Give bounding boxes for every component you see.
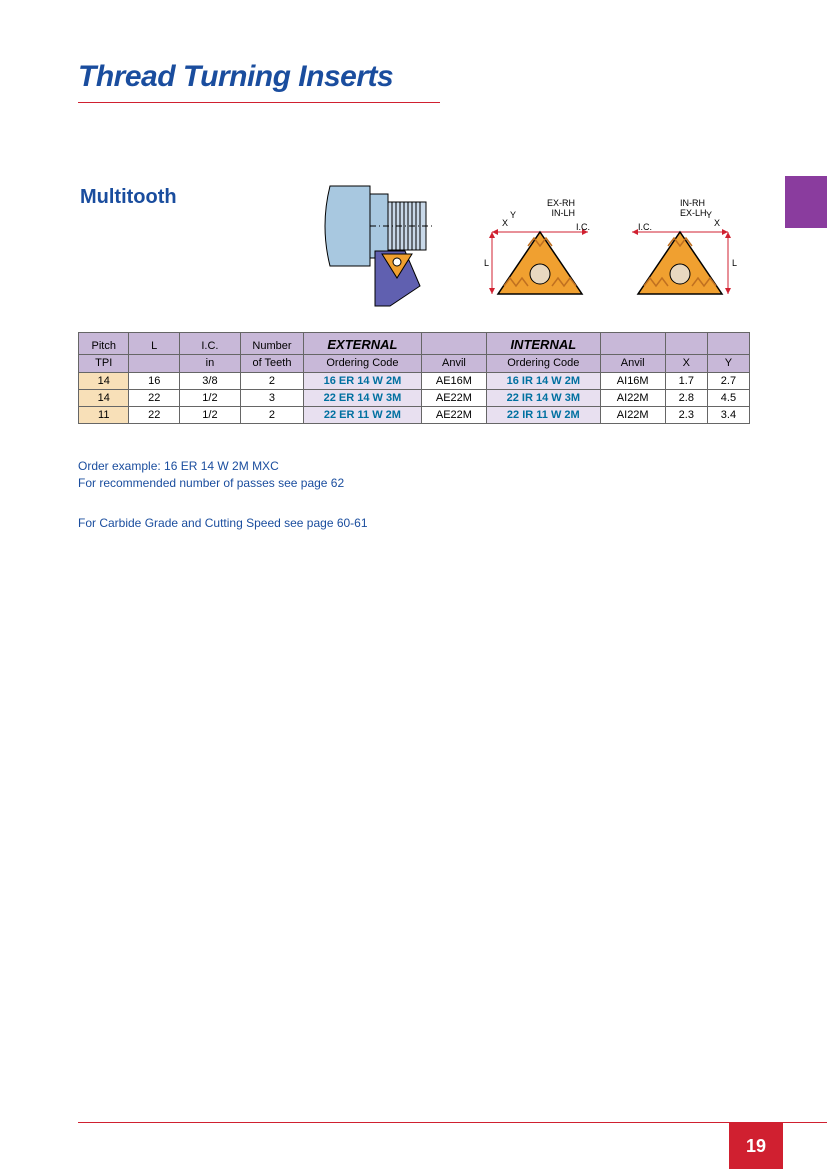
cell-y: 2.7 [707, 373, 749, 390]
th-x-blank [665, 333, 707, 355]
cell-anvil1: AE22M [421, 390, 486, 407]
cell-l: 16 [129, 373, 179, 390]
cell-l: 22 [129, 390, 179, 407]
th-in: in [179, 355, 240, 373]
insert-internal-icon: IN-RH EX-LH I.C. L X Y [620, 196, 740, 306]
cell-anvil1: AE22M [421, 407, 486, 424]
in-rh-label: IN-RH [680, 198, 705, 208]
cell-x: 2.3 [665, 407, 707, 424]
cell-anvil2: AI22M [600, 390, 665, 407]
ic-label: I.C. [576, 222, 590, 232]
cell-teeth: 2 [240, 373, 303, 390]
ic-label-2: I.C. [638, 222, 652, 232]
diagram-area: EX-RH IN-LH I.C. L X Y IN-RH EX-LH I.C. … [320, 176, 740, 316]
cell-pitch: 14 [79, 373, 129, 390]
l-label-2: L [732, 258, 737, 268]
table-body: 14 16 3/8 2 16 ER 14 W 2M AE16M 16 IR 14… [79, 373, 750, 424]
cell-ext: 22 ER 14 W 3M [304, 390, 422, 407]
th-external: EXTERNAL [304, 333, 422, 355]
title-underline [78, 102, 440, 103]
cell-pitch: 14 [79, 390, 129, 407]
table-row: 14 16 3/8 2 16 ER 14 W 2M AE16M 16 IR 14… [79, 373, 750, 390]
data-table: Pitch L I.C. Number EXTERNAL INTERNAL TP… [78, 332, 750, 424]
th-x: X [665, 355, 707, 373]
y-label: Y [510, 210, 516, 220]
table-row: 14 22 1/2 3 22 ER 14 W 3M AE22M 22 IR 14… [79, 390, 750, 407]
notes-block-2: For Carbide Grade and Cutting Speed see … [78, 515, 368, 532]
cell-ext: 16 ER 14 W 2M [304, 373, 422, 390]
th-anvil1: Anvil [421, 355, 486, 373]
note-order-example: Order example: 16 ER 14 W 2M MXC [78, 458, 344, 475]
cell-anvil2: AI16M [600, 373, 665, 390]
insert-external-icon: EX-RH IN-LH I.C. L X Y [480, 196, 600, 306]
cell-ic: 1/2 [179, 390, 240, 407]
th-ic: I.C. [179, 333, 240, 355]
cell-pitch: 11 [79, 407, 129, 424]
th-ofteeth: of Teeth [240, 355, 303, 373]
cell-ic: 3/8 [179, 373, 240, 390]
th-anvil2: Anvil [600, 355, 665, 373]
cell-teeth: 3 [240, 390, 303, 407]
notes-block-1: Order example: 16 ER 14 W 2M MXC For rec… [78, 458, 344, 492]
x-label-2: X [714, 218, 720, 228]
th-pitch: Pitch [79, 333, 129, 355]
cell-x: 2.8 [665, 390, 707, 407]
th-teeth: Number [240, 333, 303, 355]
th-y: Y [707, 355, 749, 373]
cell-teeth: 2 [240, 407, 303, 424]
ex-lh-label: EX-LH [680, 208, 707, 218]
table-row: 11 22 1/2 2 22 ER 11 W 2M AE22M 22 IR 11… [79, 407, 750, 424]
in-lh-label: IN-LH [551, 208, 575, 218]
tool-diagram-icon [320, 176, 480, 316]
cell-anvil2: AI22M [600, 407, 665, 424]
th-y-blank [707, 333, 749, 355]
note-passes: For recommended number of passes see pag… [78, 475, 344, 492]
cell-anvil1: AE16M [421, 373, 486, 390]
page-number: 19 [729, 1123, 783, 1169]
side-tab [785, 176, 827, 228]
cell-int: 22 IR 14 W 3M [487, 390, 601, 407]
th-ext-code: Ordering Code [304, 355, 422, 373]
cell-int: 22 IR 11 W 2M [487, 407, 601, 424]
page-title: Thread Turning Inserts [78, 60, 393, 94]
section-subtitle: Multitooth [80, 186, 177, 209]
cell-int: 16 IR 14 W 2M [487, 373, 601, 390]
cell-x: 1.7 [665, 373, 707, 390]
th-int-code: Ordering Code [487, 355, 601, 373]
cell-ic: 1/2 [179, 407, 240, 424]
l-label: L [484, 258, 489, 268]
th-anvil2-blank [600, 333, 665, 355]
th-anvil1-blank [421, 333, 486, 355]
th-l: L [129, 333, 179, 355]
th-internal: INTERNAL [487, 333, 601, 355]
data-table-wrap: Pitch L I.C. Number EXTERNAL INTERNAL TP… [78, 332, 750, 424]
th-l2 [129, 355, 179, 373]
cell-y: 3.4 [707, 407, 749, 424]
y-label-2: Y [706, 210, 712, 220]
cell-ext: 22 ER 11 W 2M [304, 407, 422, 424]
th-tpi: TPI [79, 355, 129, 373]
cell-l: 22 [129, 407, 179, 424]
note-grade: For Carbide Grade and Cutting Speed see … [78, 515, 368, 532]
x-label: X [502, 218, 508, 228]
ex-rh-label: EX-RH [547, 198, 575, 208]
cell-y: 4.5 [707, 390, 749, 407]
footer-divider [78, 1122, 827, 1123]
